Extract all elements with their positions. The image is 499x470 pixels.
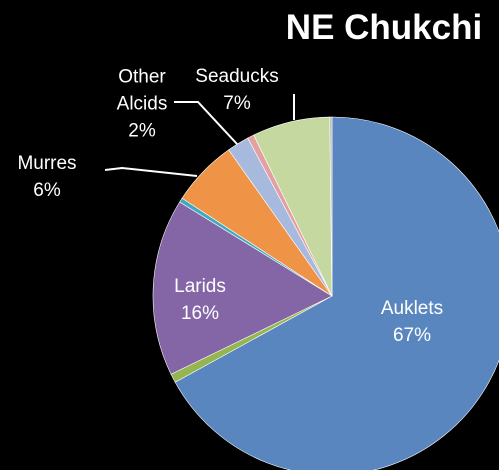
category-label: Murres [17,153,77,174]
data-label: Other Alcids 2% [107,64,177,145]
category-label: Other Alcids [116,66,168,115]
data-label: Larids 16% [150,273,250,327]
value-label: 67% [392,325,432,346]
leader-line [174,101,238,145]
value-label: 7% [223,93,251,114]
pie-slice [152,201,333,375]
data-label: Murres 6% [0,150,97,204]
value-label: 16% [180,303,220,324]
category-label: Auklets [380,298,444,319]
category-label: Larids [174,276,226,297]
chart-title: NE Chukchi [285,8,483,47]
value-label: 2% [128,120,156,142]
leader-line [104,166,198,177]
category-label: Seaducks [195,66,279,87]
pie-slice [174,116,499,470]
pie-slice [329,116,333,297]
data-label: Auklets 67% [362,295,462,349]
data-label: Seaducks 7% [182,63,292,117]
value-label: 6% [33,180,61,201]
